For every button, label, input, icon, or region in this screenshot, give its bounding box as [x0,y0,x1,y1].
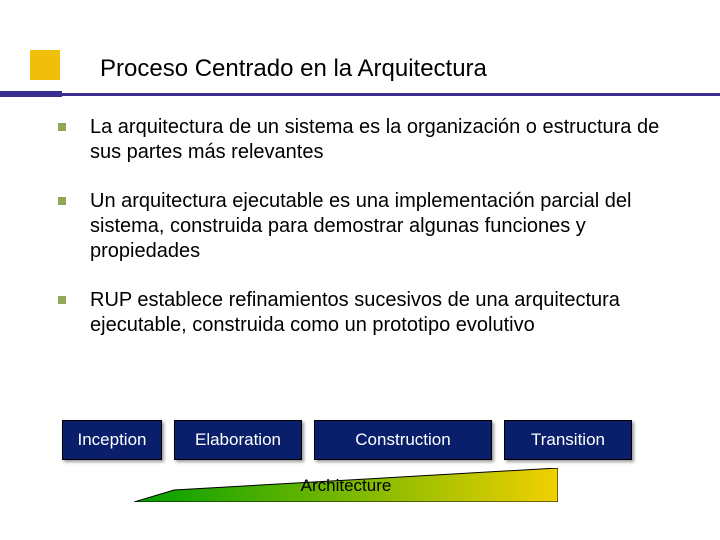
phase-transition: Transition [504,420,632,460]
list-item: Un arquitectura ejecutable es una implem… [58,189,678,264]
list-item: La arquitectura de un sistema es la orga… [58,115,678,165]
bullet-list: La arquitectura de un sistema es la orga… [58,115,678,362]
slide: Proceso Centrado en la Arquitectura La a… [0,0,720,540]
bullet-icon [58,197,66,205]
phase-inception: Inception [62,420,162,460]
bullet-text: Un arquitectura ejecutable es una implem… [90,189,678,264]
phase-elaboration: Elaboration [174,420,302,460]
phase-bar: Inception Elaboration Construction Trans… [62,420,632,460]
page-title: Proceso Centrado en la Arquitectura [100,55,487,83]
architecture-wedge: Architecture [134,468,558,502]
list-item: RUP establece refinamientos sucesivos de… [58,288,678,338]
accent-square-icon [30,50,60,80]
phase-construction: Construction [314,420,492,460]
title-decoration [30,50,62,82]
architecture-label: Architecture [134,476,558,496]
title-underline [0,93,720,96]
bullet-text: La arquitectura de un sistema es la orga… [90,115,678,165]
bullet-icon [58,296,66,304]
bullet-icon [58,123,66,131]
bullet-text: RUP establece refinamientos sucesivos de… [90,288,678,338]
